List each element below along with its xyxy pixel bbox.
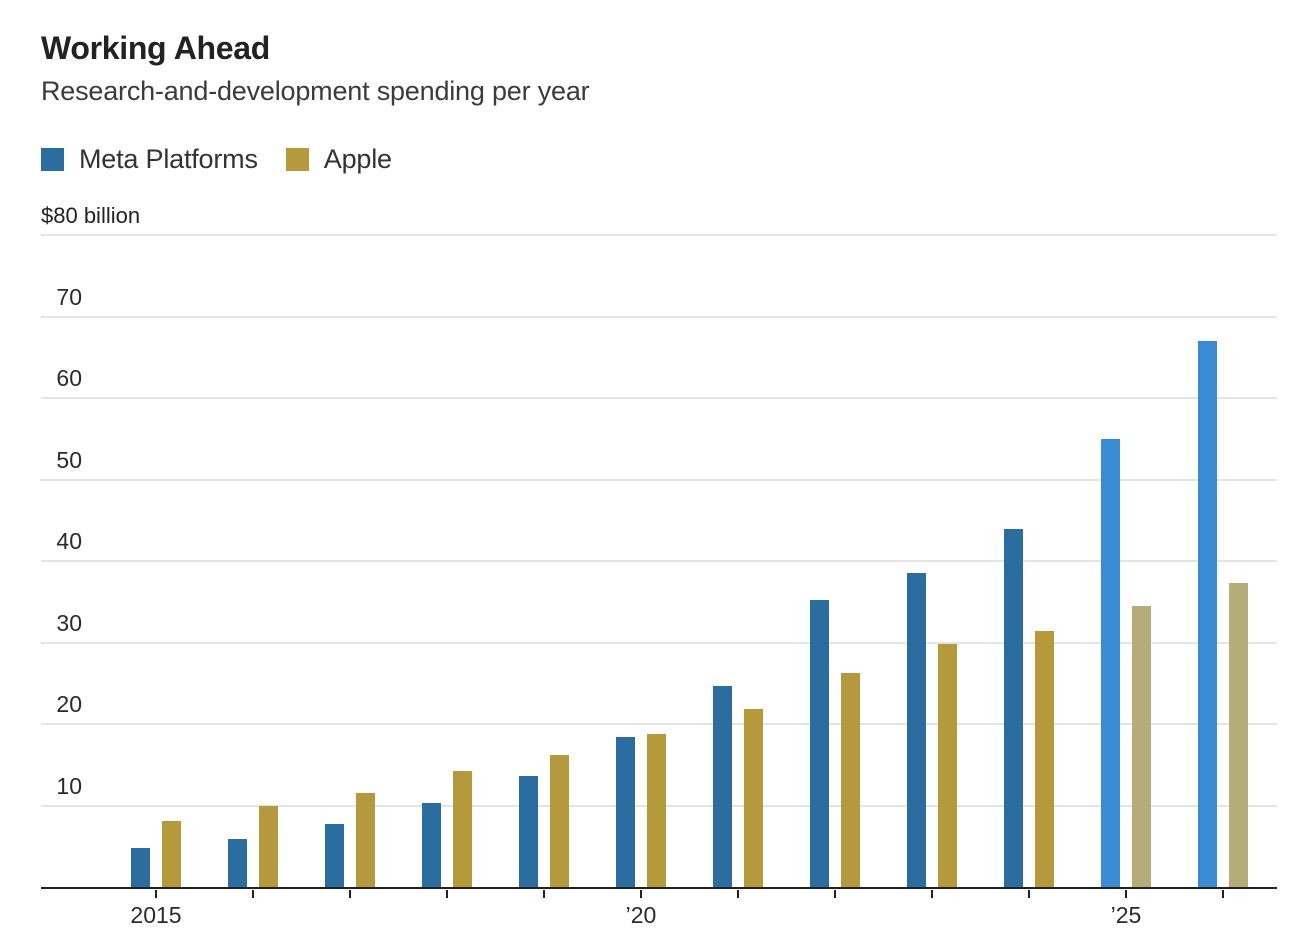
x-tick-2018 (446, 889, 448, 898)
x-tick-2021 (737, 889, 739, 898)
gridline-50 (41, 478, 1277, 481)
bar-meta-2015 (131, 848, 150, 888)
bar-apple-2023 (938, 643, 957, 888)
y-tick-label-20: 20 (56, 691, 82, 718)
bar-meta-2026 (1198, 341, 1217, 888)
bar-meta-2016 (228, 839, 247, 888)
y-tick-label-50: 50 (56, 446, 82, 473)
y-tick-label-70: 70 (56, 283, 82, 310)
bar-meta-2021 (713, 685, 732, 888)
bar-group-2017 (325, 235, 375, 888)
gridline-40 (41, 560, 1277, 563)
bar-apple-2019 (550, 755, 569, 888)
bar-group-2025 (1101, 235, 1151, 888)
bar-meta-2018 (422, 803, 441, 888)
x-tick-2024 (1028, 889, 1030, 898)
bar-apple-2022 (841, 672, 860, 888)
bar-group-2019 (519, 235, 569, 888)
x-tick-2025 (1125, 889, 1127, 898)
bar-group-2016 (228, 235, 278, 888)
bar-meta-2017 (325, 823, 344, 888)
x-tick-2016 (252, 889, 254, 898)
gridline-60 (41, 397, 1277, 400)
x-tick-2015 (155, 889, 157, 898)
y-tick-label-40: 40 (56, 528, 82, 555)
x-tick-2023 (931, 889, 933, 898)
gridline-80 (41, 234, 1277, 237)
bar-apple-2021 (744, 708, 763, 888)
bar-apple-2015 (162, 821, 181, 888)
bar-apple-2025 (1132, 606, 1151, 888)
bar-group-2023 (907, 235, 957, 888)
x-axis-label-2015: 2015 (130, 902, 182, 929)
bar-group-2015 (131, 235, 181, 888)
chart-title: Working Ahead (41, 30, 271, 66)
bar-meta-2025 (1101, 438, 1120, 888)
bar-apple-2016 (259, 805, 278, 888)
x-axis-line (41, 886, 1277, 890)
legend-label-meta: Meta Platforms (79, 143, 258, 174)
bar-meta-2023 (907, 573, 926, 888)
x-axis-label-2025: ’25 (1110, 902, 1142, 929)
x-tick-2019 (543, 889, 545, 898)
bar-apple-2024 (1035, 631, 1054, 888)
bar-group-2024 (1004, 235, 1054, 888)
legend-item-apple: Apple (285, 143, 392, 175)
gridline-30 (41, 641, 1277, 644)
bar-apple-2017 (356, 792, 375, 888)
bar-meta-2022 (810, 599, 829, 888)
x-tick-2020 (640, 889, 642, 898)
x-tick-2022 (834, 889, 836, 898)
bar-group-2018 (422, 235, 472, 888)
plot-area: 10 20 30 40 50 60 70 $80 billion 2015 ’20 ’25 (41, 205, 1277, 927)
legend-swatch-apple (285, 147, 309, 171)
chart-card: Working Ahead Research-and-development s… (41, 30, 1277, 927)
bar-group-2020 (616, 235, 666, 888)
y-axis-unit-label: $80 billion (41, 203, 141, 229)
gridline-20 (41, 723, 1277, 726)
y-tick-label-10: 10 (56, 772, 82, 799)
chart-subtitle: Research-and-development spending per ye… (41, 75, 590, 106)
bar-apple-2026 (1229, 583, 1248, 888)
y-tick-label-30: 30 (56, 609, 82, 636)
bar-group-2026 (1198, 235, 1248, 888)
x-tick-2026 (1222, 889, 1224, 898)
legend-item-meta: Meta Platforms (41, 144, 258, 175)
x-tick-2017 (349, 889, 351, 898)
bar-chart: 10 20 30 40 50 60 70 $80 billion 2015 ’20 ’25 (41, 205, 1277, 927)
bar-meta-2020 (616, 737, 635, 888)
bar-meta-2024 (1004, 529, 1023, 888)
bar-group-2022 (810, 235, 860, 888)
bar-apple-2018 (453, 771, 472, 888)
gridline-70 (41, 315, 1277, 318)
x-axis-label-2020: ’20 (625, 902, 657, 929)
bar-group-2021 (713, 235, 763, 888)
bar-apple-2020 (647, 733, 666, 888)
legend-label-apple: Apple (323, 143, 392, 174)
bar-meta-2019 (519, 776, 538, 888)
y-tick-label-60: 60 (56, 365, 82, 392)
legend-swatch-meta (41, 147, 64, 171)
legend: Meta Platforms Apple (41, 143, 1277, 175)
